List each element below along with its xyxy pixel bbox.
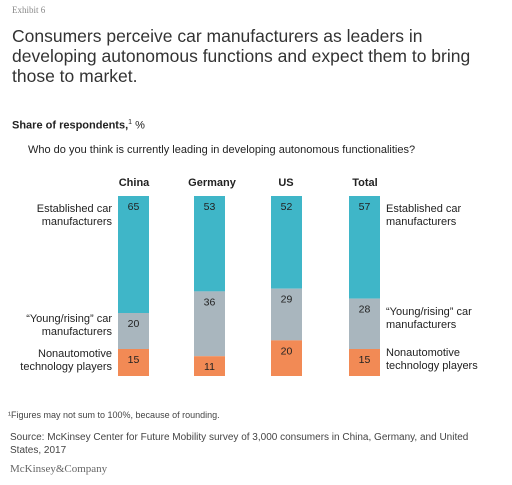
column-header-germany: Germany bbox=[188, 177, 236, 189]
footnote: ¹Figures may not sum to 100%, because of… bbox=[8, 410, 220, 420]
bar-segment-china-2 bbox=[118, 349, 149, 376]
share-label: Share of respondents,1 % bbox=[12, 119, 145, 132]
data-label-germany-0: 53 bbox=[204, 201, 216, 213]
bar-segment-us-1 bbox=[271, 288, 302, 341]
bar-segment-us-0 bbox=[271, 196, 302, 289]
brand-logo: McKinsey&Company bbox=[10, 463, 108, 475]
data-label-china-2: 15 bbox=[128, 354, 140, 366]
column-header-total: Total bbox=[352, 177, 378, 189]
data-label-us-2: 20 bbox=[281, 345, 293, 357]
bar-segment-total-2 bbox=[349, 349, 380, 376]
bar-segment-total-0 bbox=[349, 196, 380, 299]
source-note: Source: McKinsey Center for Future Mobil… bbox=[10, 432, 469, 456]
exhibit-number: Exhibit 6 bbox=[12, 5, 46, 15]
column-header-china: China bbox=[118, 177, 150, 189]
bar-segment-total-1 bbox=[349, 298, 380, 349]
column-header-us: US bbox=[278, 177, 294, 189]
bar-segment-us-2 bbox=[271, 340, 302, 376]
chart-title: Consumers perceive car manufacturers as … bbox=[12, 26, 471, 86]
survey-question: Who do you think is currently leading in… bbox=[28, 144, 416, 156]
data-label-china-1: 20 bbox=[128, 318, 140, 330]
bar-segment-germany-1 bbox=[194, 291, 225, 357]
right-label-young: “Young/rising” car manufacturers bbox=[386, 306, 472, 331]
data-label-total-2: 15 bbox=[359, 354, 371, 366]
left-label-young: “Young/rising” car manufacturers bbox=[26, 313, 112, 338]
bar-segment-germany-2 bbox=[194, 356, 225, 376]
right-label-nonauto: Nonautomotive technology players bbox=[386, 347, 478, 372]
share-label-text: Share of respondents, bbox=[12, 119, 129, 132]
data-label-total-1: 28 bbox=[359, 304, 371, 316]
right-label-established: Established car manufacturers bbox=[386, 203, 462, 228]
left-label-established: Established car manufacturers bbox=[36, 203, 112, 228]
data-label-germany-1: 36 bbox=[204, 296, 216, 308]
bar-segment-china-0 bbox=[118, 196, 149, 313]
left-label-nonauto: Nonautomotive technology players bbox=[20, 348, 112, 373]
data-label-total-0: 57 bbox=[359, 201, 371, 213]
data-label-us-0: 52 bbox=[281, 201, 293, 213]
share-unit: % bbox=[135, 119, 145, 132]
bar-segment-china-1 bbox=[118, 313, 149, 349]
data-label-germany-2: 11 bbox=[204, 361, 215, 373]
data-label-us-1: 29 bbox=[281, 294, 293, 306]
share-footnote-marker: 1 bbox=[128, 119, 133, 126]
data-label-china-0: 65 bbox=[128, 201, 140, 213]
bar-segment-germany-0 bbox=[194, 196, 225, 292]
